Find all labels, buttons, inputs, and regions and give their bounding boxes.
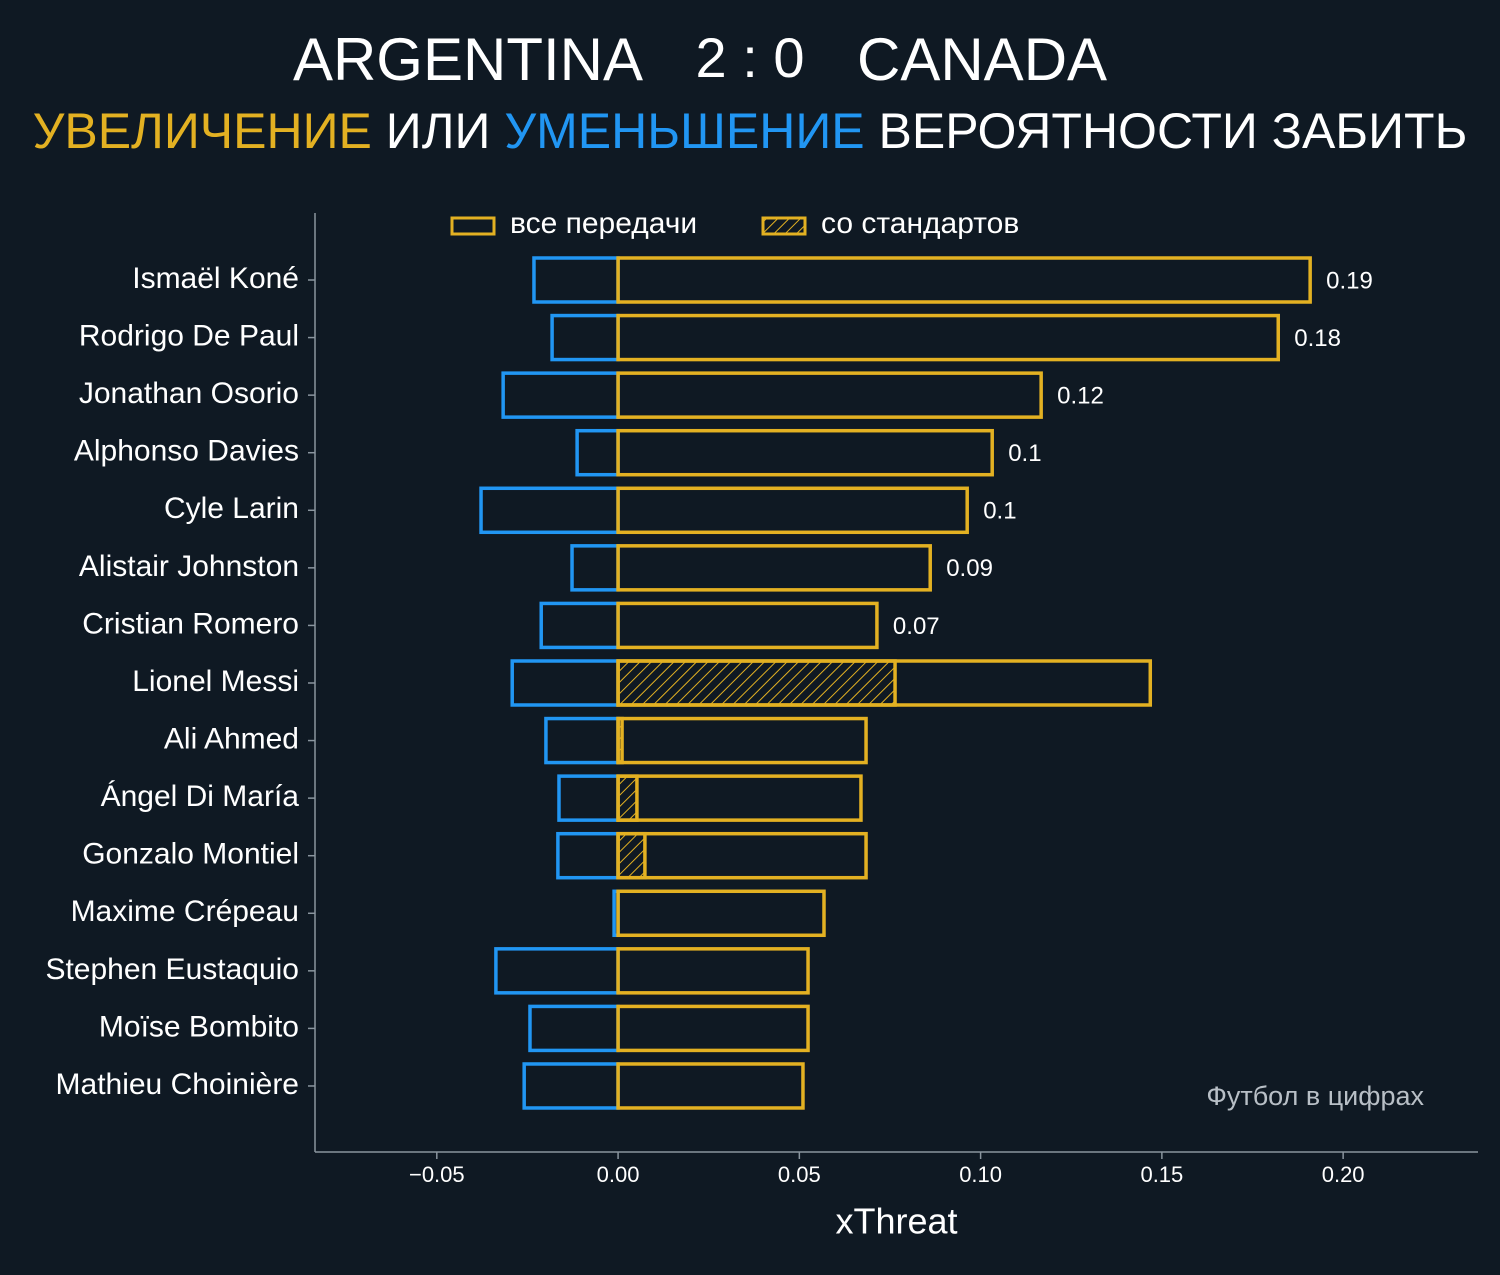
bar [616, 601, 879, 650]
y-tick-label: Alphonso Davies [74, 435, 299, 468]
subtitle-part: УВЕЛИЧЕНИЕ [33, 103, 372, 159]
subtitle-part: ИЛИ [386, 103, 491, 159]
x-tick-label: 0.15 [1140, 1162, 1183, 1187]
y-tick-label: Stephen Eustaquio [45, 953, 299, 986]
y-tick-label: Cristian Romero [82, 607, 299, 640]
subtitle: УВЕЛИЧЕНИЕ ИЛИ УМЕНЬШЕНИЕ ВЕРОЯТНОСТИ ЗА… [33, 103, 1468, 159]
bar [616, 428, 994, 477]
value-label: 0.09 [946, 555, 993, 582]
legend-swatch [450, 216, 496, 236]
bar [616, 774, 863, 822]
bar [616, 371, 1043, 419]
legend-swatch [761, 216, 807, 236]
negative-bar [479, 486, 620, 535]
bar [616, 486, 969, 535]
x-axis-label: xThreat [835, 1201, 957, 1242]
y-tick-label: Gonzalo Montiel [82, 838, 299, 871]
y-tick-label: Ali Ahmed [164, 722, 299, 755]
bar [616, 1062, 805, 1110]
negative-bar [570, 544, 620, 592]
set-piece-bar [616, 659, 897, 707]
negative-bar [557, 774, 620, 822]
negative-bar [550, 313, 620, 362]
y-tick-label: Lionel Messi [132, 665, 299, 698]
bar [616, 544, 932, 592]
negative-bar [501, 371, 620, 419]
y-tick-label: Maxime Crépeau [71, 895, 299, 928]
y-tick-label: Ángel Di María [101, 780, 300, 813]
title-score: 2 : 0 [696, 26, 805, 89]
y-tick-label: Ismaël Koné [132, 262, 299, 295]
bar [616, 889, 826, 938]
value-label: 0.1 [983, 498, 1016, 525]
x-tick-label: 0.20 [1322, 1162, 1365, 1187]
value-label: 0.19 [1326, 267, 1373, 294]
legend-label: все передачи [510, 207, 697, 240]
negative-bar [522, 1062, 620, 1110]
negative-bar [532, 256, 620, 304]
x-tick-label: 0.00 [597, 1162, 640, 1187]
bar [616, 256, 1312, 304]
negative-bar [510, 659, 620, 707]
negative-bar [544, 716, 620, 765]
title-home: ARGENTINA [293, 26, 643, 93]
y-tick-label: Cyle Larin [164, 492, 299, 525]
watermark: Футбол в цифрах [1206, 1081, 1424, 1111]
value-label: 0.18 [1294, 325, 1341, 352]
bar [616, 313, 1280, 362]
x-tick-label: 0.05 [778, 1162, 821, 1187]
bar [616, 716, 868, 765]
y-tick-label: Mathieu Choinière [56, 1068, 299, 1101]
value-label: 0.07 [893, 613, 940, 640]
bar [616, 831, 868, 880]
bar [616, 947, 810, 995]
negative-bar [494, 947, 620, 995]
x-tick-label: 0.10 [959, 1162, 1002, 1187]
negative-bar [556, 831, 620, 880]
set-piece-bar [616, 831, 647, 880]
negative-bar [528, 1004, 620, 1053]
set-piece-bar [616, 716, 624, 765]
negative-bar [575, 428, 620, 477]
value-label: 0.1 [1008, 440, 1041, 467]
set-piece-bar [616, 774, 639, 822]
subtitle-part: ВЕРОЯТНОСТИ ЗАБИТЬ [879, 103, 1468, 159]
negative-bar [539, 601, 620, 650]
x-tick-label: −0.05 [409, 1162, 465, 1187]
legend-label: со стандартов [821, 207, 1019, 240]
y-tick-label: Rodrigo De Paul [79, 319, 299, 352]
bar [616, 1004, 810, 1053]
y-tick-label: Jonathan Osorio [79, 377, 299, 410]
y-tick-label: Alistair Johnston [79, 550, 299, 583]
value-label: 0.12 [1057, 382, 1104, 409]
title-away: CANADA [857, 26, 1107, 93]
y-tick-label: Moïse Bombito [99, 1010, 299, 1043]
subtitle-part: УМЕНЬШЕНИЕ [504, 103, 864, 159]
